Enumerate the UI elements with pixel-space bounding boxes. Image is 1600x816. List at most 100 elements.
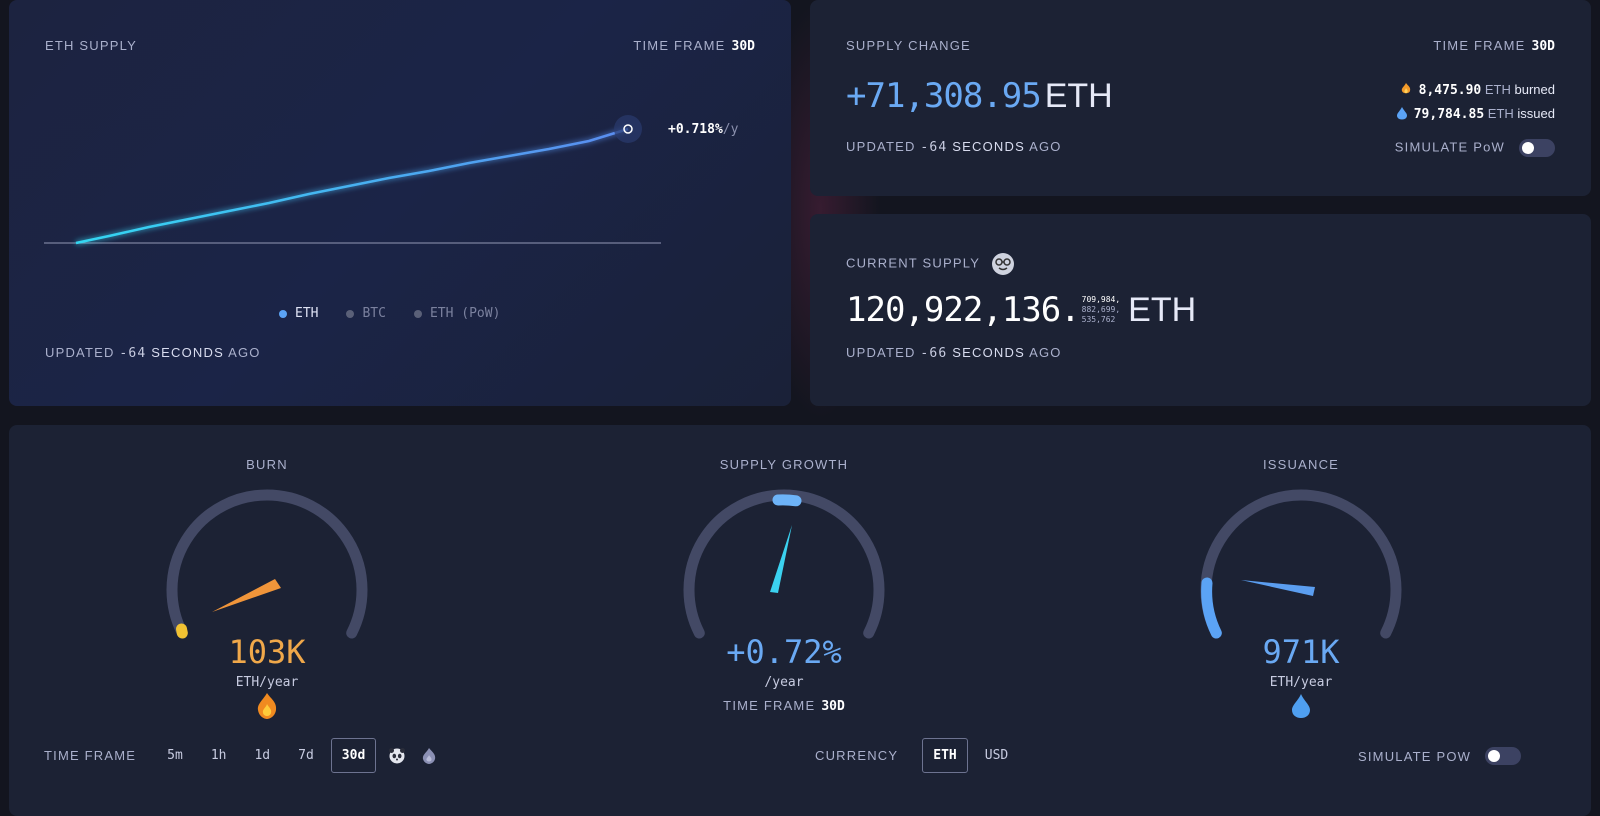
updated-unit: SECONDS — [151, 345, 224, 360]
gauge-unit: ETH/year — [1269, 675, 1333, 690]
supply-decimals-line: 882,699, — [1081, 305, 1121, 314]
updated-prefix: UPDATED — [846, 345, 916, 360]
burn-needle — [212, 579, 281, 612]
burned-value: 8,475.90 — [1418, 83, 1482, 98]
gauge-title: SUPPLY GROWTH — [719, 457, 849, 472]
simulate-pow-label: SIMULATE PoW — [1394, 139, 1505, 155]
eth-supply-card: ETH SUPPLY TIME FRAME 30d +0.718%/y ETH B… — [9, 0, 791, 406]
time-frame-5m-button[interactable]: 5m — [167, 748, 183, 763]
simulate-pow-row: SIMULATE PoW — [1358, 747, 1522, 765]
supply-change-number: +71,308.95 — [846, 76, 1042, 116]
updated-num: -66 — [920, 346, 948, 361]
time-frame-label: TIME FRAME — [723, 698, 816, 713]
updated-num: -64 — [119, 346, 147, 361]
updated-suffix: AGO — [1029, 139, 1062, 154]
rate-value: +0.718% — [668, 122, 723, 137]
burn-gauge-dial — [166, 489, 368, 639]
growth-needle — [770, 525, 792, 593]
current-supply-card: CURRENT SUPPLY 120,922,136. 709,984, 882… — [810, 214, 1591, 406]
card-title-row: CURRENT SUPPLY — [846, 252, 1015, 276]
supply-change-card: SUPPLY CHANGE TIME FRAME 30d +71,308.95 ET… — [810, 0, 1591, 196]
time-frame-label: TIME FRAME — [633, 38, 726, 53]
gauge-unit: /year — [764, 675, 804, 690]
time-frame-tag: TIME FRAME 30d — [1433, 38, 1555, 54]
endpoint-halo — [614, 115, 642, 143]
card-title: CURRENT SUPPLY — [846, 255, 980, 271]
updated-suffix: AGO — [1029, 345, 1062, 360]
burned-row: 8,475.90 ETH burned — [1396, 78, 1555, 102]
supply-decimals: 709,984, 882,699, 535,762 — [1082, 295, 1121, 325]
burned-word: burned — [1514, 82, 1555, 97]
time-frame-label: TIME FRAME — [44, 748, 137, 763]
supply-decimals-line: 535,762 — [1081, 315, 1116, 324]
time-frame-1h-button[interactable]: 1h — [210, 748, 227, 763]
updated-num: -64 — [920, 140, 948, 155]
supply-unit: ETH — [1128, 290, 1197, 329]
simulate-pow-row: SIMULATE PoW — [1395, 139, 1555, 157]
currency-eth-button[interactable]: ETH — [922, 738, 968, 773]
nerd-face-icon[interactable] — [991, 252, 1015, 276]
legend-dot — [413, 309, 422, 318]
time-frame-merge-button[interactable] — [386, 745, 408, 767]
fire-icon — [1401, 83, 1410, 94]
time-frame-30d-button[interactable]: 30d — [330, 738, 377, 773]
gauge-value: 103K — [228, 633, 306, 671]
gauge-value: 971K — [1262, 633, 1340, 671]
legend-eth[interactable]: ETH — [279, 306, 318, 321]
time-frame-7d-button[interactable]: 7d — [298, 748, 314, 763]
panda-icon — [389, 747, 406, 763]
card-title: SUPPLY CHANGE — [846, 38, 971, 53]
supply-change-value: +71,308.95 ETH — [846, 76, 1113, 116]
time-frame-label: TIME FRAME — [1433, 38, 1526, 53]
supply-change-unit: ETH — [1044, 77, 1113, 115]
legend-dot — [346, 309, 355, 318]
gauge-title: ISSUANCE — [1262, 457, 1340, 472]
updated-prefix: UPDATED — [846, 139, 916, 154]
updated-prefix: UPDATED — [45, 345, 115, 360]
updated-unit: SECONDS — [952, 345, 1025, 360]
endpoint-marker — [623, 124, 633, 134]
gauges-card: BURN 103K ETH/year SUPPLY GROWTH +0.72% … — [9, 425, 1591, 816]
updated-suffix: AGO — [228, 345, 261, 360]
current-supply-value: 120,922,136. 709,984, 882,699, 535,762 E… — [846, 290, 1196, 330]
time-frame-tag: TIME FRAME 30d — [633, 38, 755, 54]
simulate-pow-toggle[interactable] — [1519, 139, 1555, 157]
issued-value: 79,784.85 — [1413, 107, 1485, 122]
supply-integer: 120,922,136. — [846, 290, 1081, 330]
gauge-unit: ETH/year — [235, 675, 299, 690]
droplet-icon — [1396, 107, 1407, 120]
legend-dot — [279, 309, 287, 318]
legend-label: ETH (PoW) — [429, 306, 501, 321]
growth-time-frame: TIME FRAME 30d — [634, 698, 934, 714]
burn-issue-summary: 8,475.90 ETH burned 79,784.85 ETH issued — [1396, 78, 1555, 126]
legend-eth-pow[interactable]: ETH (PoW) — [413, 306, 501, 321]
time-frame-controls: TIME FRAME 5m 1h 1d 7d 30d — [44, 738, 440, 773]
card-title: ETH SUPPLY — [45, 38, 137, 53]
issuance-gauge-dial — [1200, 489, 1402, 639]
issuance-needle — [1241, 580, 1315, 596]
legend-label: BTC — [362, 306, 386, 321]
updated-unit: SECONDS — [952, 139, 1025, 154]
updated-status: UPDATED -64 SECONDS AGO — [45, 345, 261, 361]
gauge-value: +0.72% — [726, 633, 842, 671]
legend-btc[interactable]: BTC — [346, 306, 386, 321]
ultrasound-fire-icon — [423, 747, 436, 764]
issued-unit: ETH — [1487, 106, 1514, 121]
gauge-title: BURN — [246, 457, 288, 472]
time-frame-1d-button[interactable]: 1d — [254, 748, 271, 763]
currency-usd-button[interactable]: USD — [984, 748, 1009, 763]
updated-status: UPDATED -66 SECONDS AGO — [846, 345, 1062, 361]
droplet-icon — [1292, 694, 1310, 718]
currency-label: CURRENCY — [815, 748, 899, 763]
legend-label: ETH — [295, 306, 319, 321]
updated-status: UPDATED -64 SECONDS AGO — [846, 139, 1062, 155]
simulate-pow-toggle[interactable] — [1485, 747, 1522, 765]
time-frame-since-burn-button[interactable] — [418, 745, 440, 767]
time-frame-value: 30d — [821, 699, 845, 714]
time-frame-value: 30d — [1531, 39, 1555, 54]
issued-word: issued — [1517, 106, 1555, 121]
fire-icon — [257, 693, 277, 719]
supply-growth-gauge-dial — [683, 489, 885, 639]
time-frame-value: 30d — [731, 39, 755, 54]
chart-legend: ETH BTC ETH (PoW) — [279, 306, 500, 321]
